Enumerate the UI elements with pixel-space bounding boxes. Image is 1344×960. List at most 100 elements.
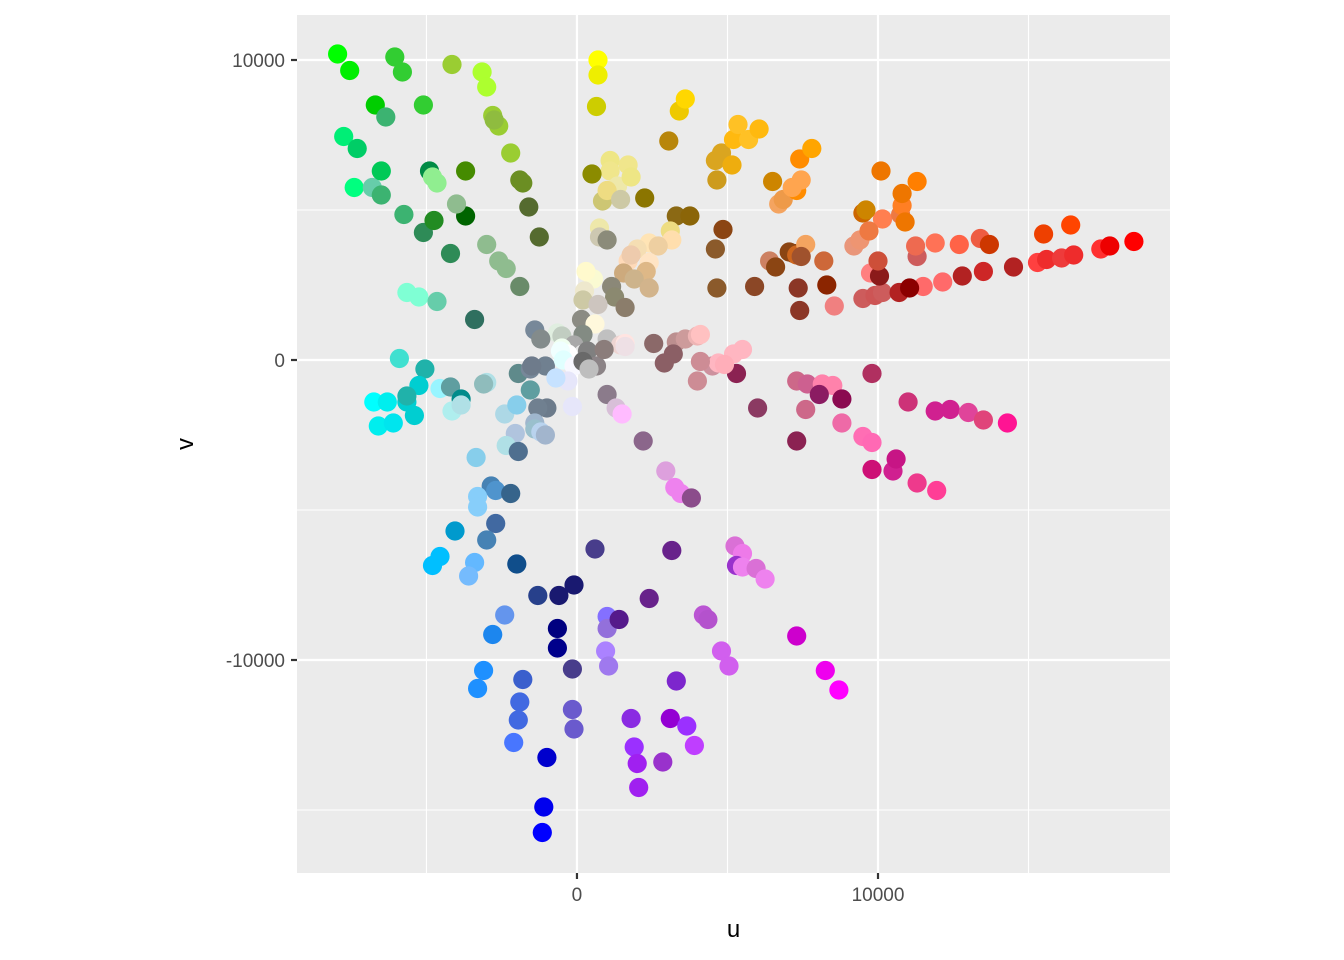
data-point <box>389 348 409 369</box>
data-point <box>898 392 918 412</box>
data-point <box>862 432 882 453</box>
data-point <box>684 735 705 756</box>
data-point <box>707 278 727 298</box>
data-point <box>564 575 584 595</box>
data-point <box>871 161 891 181</box>
data-point <box>376 107 396 127</box>
data-point <box>788 278 808 298</box>
data-point <box>504 732 524 753</box>
data-point <box>1064 245 1084 265</box>
data-point <box>588 294 608 315</box>
data-point <box>424 210 444 231</box>
data-point <box>940 399 960 420</box>
data-point <box>451 395 471 415</box>
data-point <box>859 221 879 241</box>
data-point <box>465 309 485 330</box>
data-point <box>576 261 596 282</box>
data-point <box>654 353 674 373</box>
data-point <box>597 230 617 250</box>
data-point <box>440 243 461 264</box>
data-point <box>597 180 617 201</box>
data-point <box>495 605 515 625</box>
data-point <box>334 126 354 147</box>
data-point <box>328 44 348 64</box>
data-point <box>680 206 700 226</box>
data-point <box>627 753 647 774</box>
data-point <box>508 441 528 462</box>
data-point <box>997 413 1018 433</box>
data-point <box>427 173 447 193</box>
data-point <box>496 258 516 279</box>
data-point <box>594 339 614 360</box>
data-point <box>662 540 682 561</box>
data-point <box>600 161 620 181</box>
data-point <box>925 401 945 421</box>
data-point <box>677 716 697 736</box>
data-point <box>562 699 583 720</box>
data-point <box>748 398 768 418</box>
data-point <box>371 161 391 181</box>
data-point <box>609 609 629 630</box>
data-point <box>629 777 649 798</box>
data-point <box>588 65 608 85</box>
data-point <box>666 206 686 226</box>
data-point <box>872 282 893 303</box>
data-point <box>483 624 503 645</box>
data-point <box>698 609 718 630</box>
data-point <box>856 200 876 220</box>
data-point <box>585 539 605 559</box>
data-point <box>949 234 969 255</box>
x-axis-title: u <box>727 916 740 943</box>
data-point <box>895 212 915 232</box>
data-point <box>690 324 711 345</box>
data-point <box>862 363 882 384</box>
data-point <box>973 261 994 282</box>
data-point <box>979 234 1000 255</box>
data-point <box>1061 215 1081 235</box>
data-point <box>862 459 882 480</box>
data-point <box>579 359 599 379</box>
data-point <box>872 209 893 229</box>
y-axis-title: v <box>172 438 199 450</box>
data-point <box>513 669 533 690</box>
data-point <box>1003 257 1024 277</box>
data-point <box>394 204 414 225</box>
data-point <box>513 173 533 193</box>
data-point <box>510 276 530 297</box>
data-point <box>952 266 972 286</box>
data-point <box>564 719 584 739</box>
data-point <box>1034 224 1054 244</box>
data-point <box>809 384 829 405</box>
data-point <box>832 389 852 409</box>
data-point <box>690 351 711 372</box>
data-point <box>507 554 527 574</box>
data-point <box>588 50 608 70</box>
data-point <box>562 659 583 679</box>
data-point <box>660 708 680 729</box>
data-point <box>547 618 568 639</box>
data-point <box>519 197 539 217</box>
data-point <box>397 386 417 406</box>
y-tick-label: 10000 <box>232 51 285 72</box>
data-point <box>347 138 367 159</box>
data-point <box>368 416 388 436</box>
data-point <box>501 143 521 163</box>
data-point <box>562 396 583 417</box>
data-point <box>477 77 497 97</box>
data-point <box>466 447 486 468</box>
data-point <box>621 245 641 265</box>
data-point <box>404 405 424 426</box>
data-point <box>413 95 433 115</box>
data-point <box>749 119 769 139</box>
data-point <box>615 297 635 318</box>
data-point <box>371 185 391 205</box>
data-point <box>933 272 953 292</box>
y-axis: -10000 0 10000 <box>226 51 297 672</box>
data-point <box>787 431 807 451</box>
data-point <box>791 246 811 267</box>
data-point <box>468 497 488 517</box>
data-point <box>442 54 462 75</box>
data-point <box>815 660 835 681</box>
data-point <box>364 392 384 412</box>
data-point <box>869 266 890 286</box>
